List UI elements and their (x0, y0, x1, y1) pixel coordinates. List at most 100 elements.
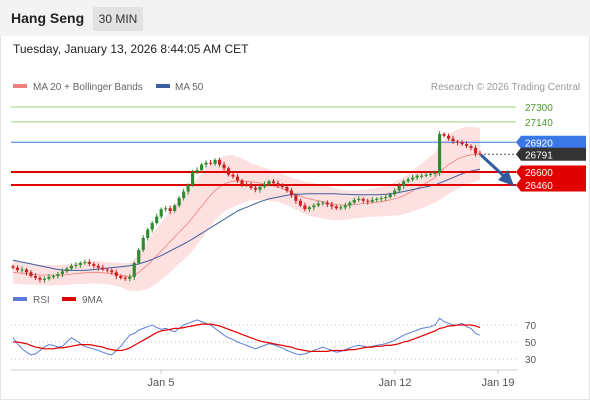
candle (276, 180, 280, 189)
candle-body (280, 185, 284, 187)
rsi-tick-50: 50 (525, 338, 537, 349)
level-label-26460: 26460 (516, 178, 586, 192)
legend-9ma-label: 9MA (82, 295, 103, 306)
candle-body (155, 216, 159, 224)
candle (24, 267, 29, 276)
candle (442, 132, 446, 138)
candle-body (393, 190, 397, 195)
candle (240, 178, 244, 188)
candle-body (406, 179, 410, 182)
candle-body (195, 170, 199, 172)
candle-body (330, 204, 334, 207)
candle-body (177, 198, 181, 206)
candle (429, 172, 433, 177)
instrument-title: Hang Seng (11, 10, 85, 26)
candle-body (204, 162, 208, 165)
candle (164, 205, 168, 212)
candle-body (20, 269, 24, 271)
candle (397, 183, 401, 194)
candle-body (388, 194, 392, 198)
candle-body (24, 269, 29, 273)
candle (69, 263, 73, 271)
moving-averages (12, 153, 481, 278)
candle-body (348, 202, 352, 206)
candle (42, 276, 47, 283)
candle-body (137, 250, 141, 263)
candle (38, 276, 42, 283)
candle-body (29, 272, 33, 276)
candle-body (258, 186, 262, 190)
candle (200, 162, 204, 173)
candle (298, 198, 302, 208)
candle (348, 200, 352, 209)
candle (51, 274, 55, 280)
candle-body (276, 183, 280, 185)
candle (235, 173, 240, 183)
candle (388, 192, 392, 199)
candle (177, 195, 181, 208)
candle (438, 131, 442, 176)
candle-body (464, 144, 469, 146)
candle-body (222, 164, 226, 169)
level-text-26600: 26600 (525, 168, 553, 179)
candle (204, 160, 208, 168)
candle-body (438, 133, 442, 173)
candle (60, 268, 64, 278)
candle-body (200, 164, 204, 171)
candle (406, 177, 410, 183)
candle (267, 179, 271, 187)
candle (384, 194, 388, 202)
candle (451, 135, 455, 144)
candle-body (213, 159, 217, 164)
candle-body (343, 205, 347, 208)
candle-body (119, 276, 123, 278)
candle-body (209, 162, 213, 164)
datetime-label: Tuesday, January 13, 2026 8:44:05 AM CET (13, 42, 249, 56)
candle-body (294, 195, 298, 201)
candle (114, 269, 118, 280)
candle-body (244, 184, 249, 186)
candle-body (15, 267, 20, 270)
candle-body (38, 277, 42, 280)
candle (182, 188, 186, 201)
candle-body (424, 174, 428, 176)
candle (110, 268, 114, 275)
candle (87, 259, 91, 267)
header-bar: Hang Seng 30 MIN (0, 0, 590, 36)
candle-body (240, 180, 244, 185)
candle-body (123, 277, 127, 279)
candle-body (460, 142, 464, 145)
candle-body (375, 198, 379, 200)
candle-body (271, 181, 276, 184)
candle (217, 157, 222, 168)
level-tag-26920 (516, 135, 586, 149)
candle (65, 266, 69, 274)
candle (303, 202, 307, 212)
candle-body (87, 262, 91, 264)
timeframe-button[interactable]: 30 MIN (93, 7, 143, 31)
candle-body (451, 138, 455, 142)
bollinger-band (13, 127, 480, 291)
candle-body (173, 205, 177, 211)
level-label-26920: 26920 (516, 135, 586, 149)
candle (29, 270, 33, 278)
candle-body (69, 265, 73, 269)
level-tag-26791 (516, 147, 586, 161)
legend-ma50-label: MA 50 (175, 82, 204, 93)
candle (289, 187, 293, 198)
candle (343, 202, 347, 210)
candle-body (226, 168, 231, 175)
candle-body (312, 205, 316, 208)
candle-body (289, 190, 293, 196)
candle-body (96, 265, 100, 268)
candle-body (78, 263, 82, 265)
candle-body (442, 133, 446, 136)
candle (258, 184, 262, 193)
candle (47, 274, 51, 281)
candle-body (402, 181, 406, 186)
candle (141, 235, 145, 253)
candle-body (379, 198, 383, 199)
candle-body (321, 202, 325, 204)
rsi-tick-30: 30 (525, 355, 537, 366)
candle (271, 179, 276, 186)
